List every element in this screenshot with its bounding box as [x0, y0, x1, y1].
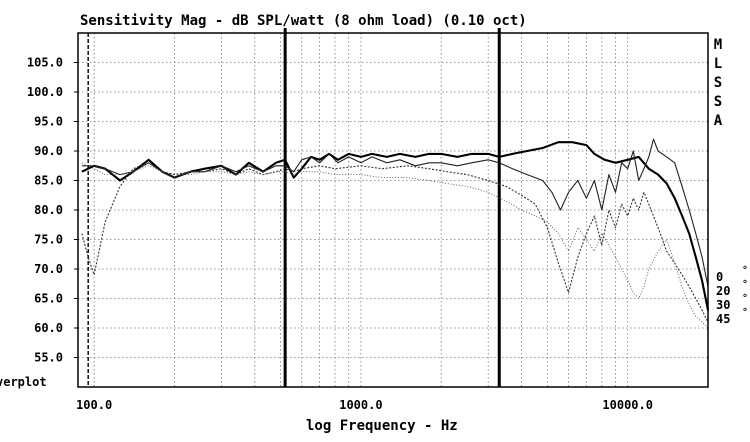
series-line-45	[81, 162, 709, 329]
y-tick-label: 85.0	[34, 174, 63, 188]
legend-label: 30	[716, 298, 731, 312]
side-label-letter: S	[713, 94, 723, 110]
y-tick-label: 80.0	[34, 203, 63, 217]
y-tick-label: 95.0	[34, 115, 63, 129]
y-tick-label: 70.0	[34, 262, 63, 276]
degree-symbol: °	[741, 265, 748, 276]
side-label-letter: S	[713, 75, 723, 91]
grid-lines	[78, 33, 709, 387]
legend: 0 ° 20 ° 30 ° 45 °	[716, 265, 748, 326]
side-label-letter: M	[713, 37, 723, 53]
y-tick-label: 55.0	[34, 351, 63, 365]
degree-symbol: °	[741, 293, 748, 304]
plot-frame	[77, 32, 709, 388]
legend-item: 0 °	[716, 265, 748, 284]
legend-label: 0	[716, 270, 724, 284]
y-tick-label: 60.0	[34, 321, 63, 335]
x-axis-label: log Frequency - Hz	[306, 418, 458, 434]
series-line-30	[81, 162, 709, 323]
y-tick-labels: 105.0 100.0 95.0 90.0 85.0 80.0 75.0 70.0 65.0 60…	[27, 56, 78, 365]
y-tick-label: 105.0	[27, 56, 63, 70]
legend-label: 45	[716, 312, 731, 326]
x-tick-label: 10000.0	[602, 398, 653, 412]
y-tick-label: 90.0	[34, 144, 63, 158]
degree-symbol: °	[741, 279, 748, 290]
vertical-markers	[87, 28, 501, 387]
y-tick-label: 65.0	[34, 292, 63, 306]
degree-symbol: °	[741, 307, 748, 318]
x-tick-label: 100.0	[76, 398, 112, 412]
x-tick-label: 1000.0	[339, 398, 382, 412]
x-tick-labels: 100.0 1000.0 10000.0	[76, 398, 653, 412]
legend-item: 30 °	[716, 293, 748, 312]
legend-item: 45 °	[716, 307, 748, 326]
overlay-plot-label: verplot	[0, 375, 47, 389]
y-tick-label: 100.0	[27, 85, 63, 99]
y-tick-label: 75.0	[34, 233, 63, 247]
series-line-20	[81, 138, 709, 287]
side-label-letter: L	[713, 56, 723, 72]
legend-label: 20	[716, 284, 731, 298]
plot-border	[77, 32, 709, 388]
chart-title: Sensitivity Mag - dB SPL/watt (8 ohm loa…	[80, 13, 527, 29]
series-lines	[81, 138, 710, 329]
series-line-0	[81, 141, 710, 311]
side-label-letter: A	[713, 113, 723, 129]
legend-item: 20 °	[716, 279, 748, 298]
